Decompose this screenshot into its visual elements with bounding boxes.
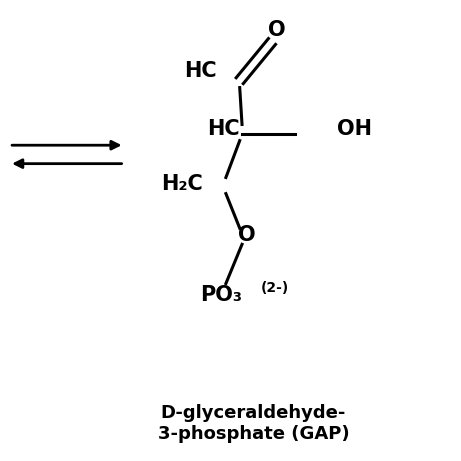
Text: D-glyceraldehyde-
3-phosphate (GAP): D-glyceraldehyde- 3-phosphate (GAP) [158, 404, 349, 443]
Text: (2-): (2-) [260, 281, 289, 295]
Text: O: O [238, 225, 255, 245]
Text: HC: HC [207, 119, 240, 139]
Text: PO₃: PO₃ [201, 285, 242, 305]
Text: O: O [268, 20, 285, 40]
Text: HC: HC [184, 61, 217, 82]
Text: OH: OH [337, 119, 372, 139]
Text: H₂C: H₂C [161, 174, 203, 195]
